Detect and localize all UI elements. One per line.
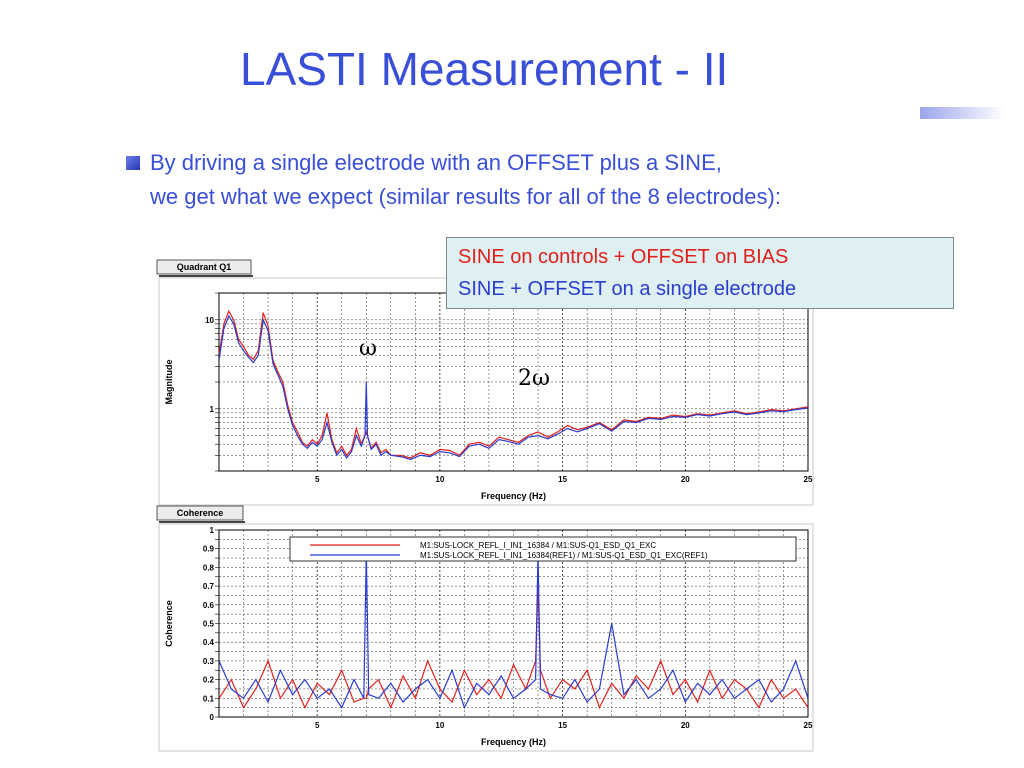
x-tick-label: 20: [681, 475, 690, 484]
x-tick-label: 25: [804, 721, 813, 730]
y-tick-label: 0.4: [203, 638, 215, 647]
series-line-2: [219, 314, 808, 461]
chart-legend: [289, 536, 797, 562]
chart-tab-label: Quadrant Q1: [177, 262, 232, 272]
slide-title: LASTI Measurement - II: [240, 43, 729, 95]
chart-tab-label: Coherence: [177, 508, 224, 518]
y-tick-label: 0.8: [203, 563, 215, 572]
x-tick-label: 10: [435, 475, 444, 484]
series-line-1: [219, 586, 808, 710]
chart-tab: [156, 505, 244, 521]
legend-callout-box: SINE on controls + OFFSET on BIAS SINE +…: [446, 237, 954, 309]
x-tick-label: 20: [681, 721, 690, 730]
y-axis-label: Coherence: [164, 600, 174, 647]
y-tick-label: 0.6: [203, 601, 215, 610]
x-tick-label: 15: [558, 475, 567, 484]
bullet-text-line-1: By driving a single electrode with an OF…: [150, 150, 722, 175]
chart-2: Coherence 5 10 15 20 25 1 0.9 0.8 0.7 0.6 0.5 0.4 0.3…: [156, 505, 814, 752]
y-tick-label: 1: [210, 405, 215, 414]
title-underline-bar: [920, 107, 1005, 119]
bullet-square-icon: [126, 156, 140, 170]
legend-entry-1: M1:SUS-LOCK_REFL_I_IN1_16384 / M1:SUS-Q1…: [420, 541, 656, 550]
legend-callout-blue-text: SINE + OFFSET on a single electrode: [458, 278, 797, 300]
y-tick-label: 0: [210, 713, 215, 722]
bullet-text-line-2: we get what we expect (similar results f…: [150, 184, 781, 209]
x-axis-label: Frequency (Hz): [481, 491, 546, 501]
y-tick-label: 0.3: [203, 657, 215, 666]
x-tick-label: 10: [435, 721, 444, 730]
x-axis-label: Frequency (Hz): [481, 737, 546, 747]
legend-entry-2: M1:SUS-LOCK_REFL_I_IN1_16384(REF1) / M1:…: [420, 551, 708, 560]
series-line-1: [219, 309, 808, 459]
x-tick-label: 5: [315, 721, 320, 730]
chart-1: Quadrant Q1 5 10 15 20 25 10 1 Frequency (Hz) Mag…: [156, 259, 814, 506]
chart-tab: [156, 259, 252, 275]
two-omega-annotation: 2ω: [518, 366, 550, 391]
y-axis-label: Magnitude: [164, 360, 174, 405]
x-tick-label: 15: [558, 721, 567, 730]
y-tick-label: 0.1: [203, 694, 215, 703]
x-tick-label: 5: [315, 475, 320, 484]
y-tick-label: 1: [210, 526, 215, 535]
y-tick-label: 0.2: [203, 676, 215, 685]
series-line-2: [219, 552, 808, 710]
x-tick-label: 25: [804, 475, 813, 484]
y-tick-label: 0.7: [203, 582, 215, 591]
y-tick-label: 0.5: [203, 620, 215, 629]
y-tick-label: 0.9: [203, 545, 215, 554]
y-tick-label: 10: [205, 316, 214, 325]
omega-annotation: ω: [359, 336, 377, 361]
legend-callout-red-text: SINE on controls + OFFSET on BIAS: [458, 246, 789, 268]
